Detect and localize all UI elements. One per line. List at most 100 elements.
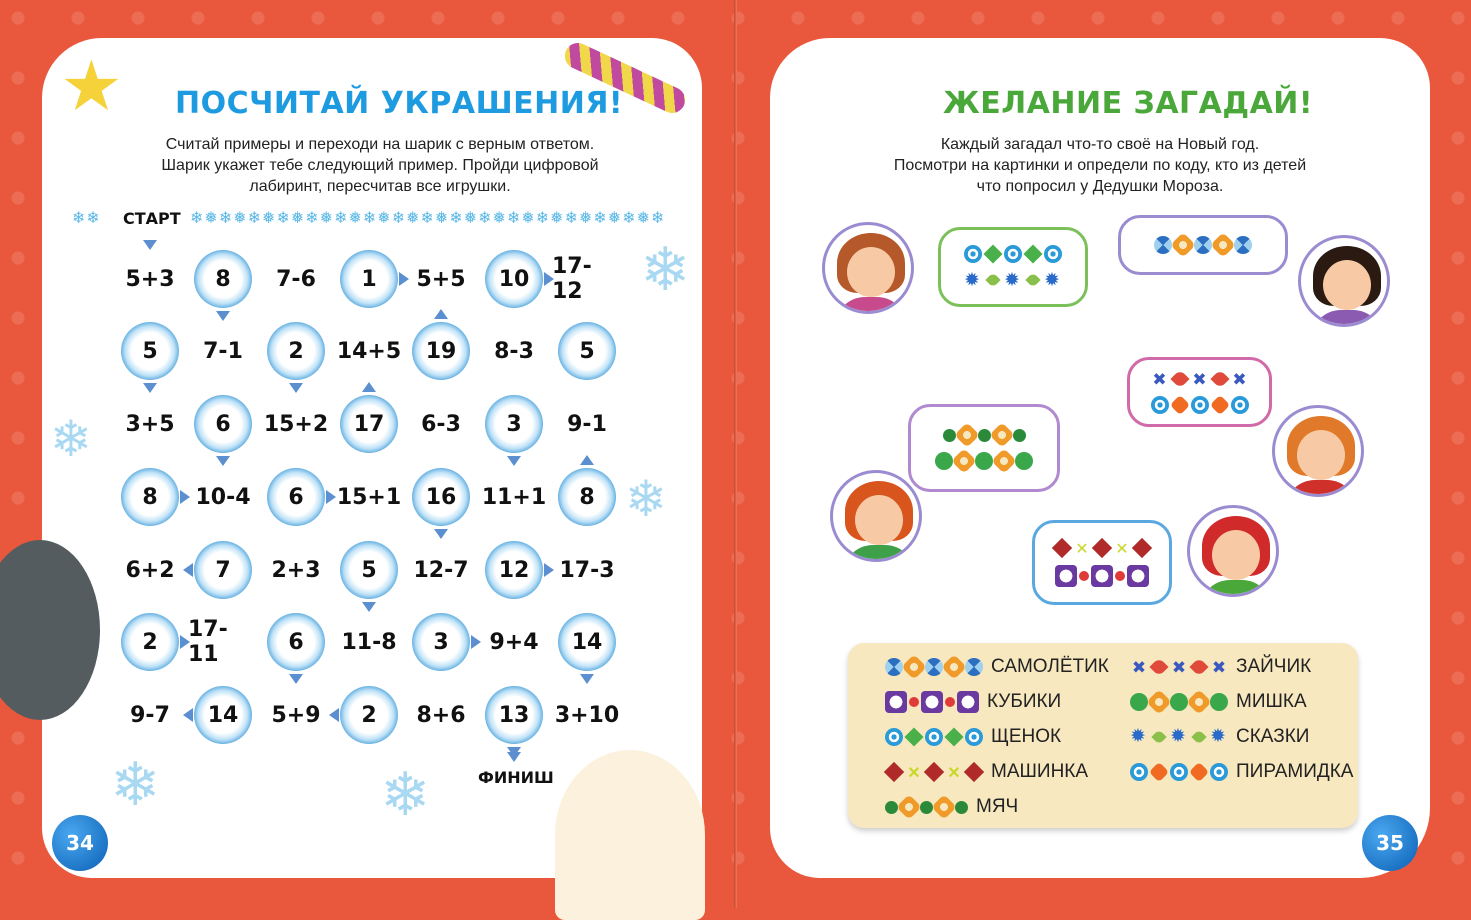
ornament-ball[interactable]: 17 <box>340 395 398 453</box>
face <box>1212 530 1260 580</box>
code-sequence <box>885 727 983 747</box>
math-example: 7-6 <box>276 266 316 292</box>
legend-label: КУБИКИ <box>987 691 1062 712</box>
ornament-ball[interactable]: 1 <box>340 250 398 308</box>
square-purple-icon <box>1055 564 1077 587</box>
arrow-up-icon <box>434 309 448 319</box>
circle-green-icon <box>935 452 953 470</box>
circle-blue-icon <box>1210 763 1228 781</box>
speech-bubble <box>908 404 1060 492</box>
diamond-red-icon <box>1091 537 1113 558</box>
kid-boy-dark-hair[interactable] <box>1298 235 1390 327</box>
ornament-ball[interactable]: 8 <box>194 250 252 308</box>
ornament-ball[interactable]: 5 <box>340 541 398 599</box>
arrow-down-icon <box>216 456 230 466</box>
arrow-down-icon <box>289 674 303 684</box>
circle-blue-icon <box>925 728 943 746</box>
kid-boy-cap[interactable] <box>1187 505 1279 597</box>
ornament-ball[interactable]: 6 <box>267 613 325 671</box>
eye-green-icon <box>1025 272 1041 288</box>
dot-red-icon <box>1115 570 1125 581</box>
math-example: 5+5 <box>416 266 466 292</box>
dot-green-icon <box>885 800 898 814</box>
x-yellow-icon: ✕ <box>907 765 921 782</box>
arrow-left-icon <box>183 563 193 577</box>
eye-red-icon <box>1169 369 1190 389</box>
gear-orange-icon <box>991 448 1017 474</box>
ornament-ball[interactable]: 10 <box>485 250 543 308</box>
diamond-red-icon <box>923 761 945 783</box>
ornament-ball[interactable]: 2 <box>121 613 179 671</box>
polar-bear-icon <box>555 750 705 920</box>
ornament-ball[interactable]: 19 <box>412 322 470 380</box>
eye-red-icon <box>1189 657 1209 677</box>
arrow-down-icon <box>216 311 230 321</box>
ornament-ball[interactable]: 3 <box>485 395 543 453</box>
ornament-ball[interactable]: 12 <box>485 541 543 599</box>
legend-label: САМОЛЁТИК <box>991 656 1109 677</box>
ornament-ball[interactable]: 2 <box>340 686 398 744</box>
dot-red-icon <box>945 697 955 707</box>
star-blue-icon: ✹ <box>1130 726 1146 747</box>
ornament-ball[interactable]: 2 <box>267 322 325 380</box>
legend-item: ✕ ✕ МАШИНКА <box>883 761 1088 783</box>
x-blue-icon: ✖ <box>1232 370 1247 390</box>
xcircle-blue-icon <box>965 658 983 676</box>
ornament-ball[interactable]: 8 <box>121 468 179 526</box>
x-yellow-icon: ✕ <box>947 765 961 782</box>
star-character-icon: ★ <box>60 45 123 127</box>
dot-green-icon <box>977 428 991 442</box>
arrow-down-icon <box>289 383 303 393</box>
gear-orange-icon <box>1170 232 1196 258</box>
arrow-down-icon <box>434 529 448 539</box>
ornament-ball[interactable]: 14 <box>558 613 616 671</box>
ornament-ball[interactable]: 6 <box>194 395 252 453</box>
ornament-ball[interactable]: 6 <box>267 468 325 526</box>
right-page-title: ЖЕЛАНИЕ ЗАГАДАЙ! <box>943 86 1314 121</box>
ornament-ball[interactable]: 13 <box>485 686 543 744</box>
ornament-ball[interactable]: 3 <box>412 613 470 671</box>
ornament-ball[interactable]: 5 <box>121 322 179 380</box>
gear-orange-icon <box>953 422 980 448</box>
arrow-down-icon <box>362 602 376 612</box>
dot-red-icon <box>909 697 919 707</box>
square-purple-icon <box>1091 564 1113 587</box>
math-example: 3+5 <box>125 411 175 437</box>
ornament-ball[interactable]: 16 <box>412 468 470 526</box>
shirt <box>835 297 907 311</box>
ornament-ball[interactable]: 14 <box>194 686 252 744</box>
gear-orange-icon <box>1210 232 1236 258</box>
math-example: 8+6 <box>416 702 466 728</box>
arrow-left-icon <box>329 708 339 722</box>
dot-green-icon <box>920 800 933 814</box>
snowflake-border-right: ❄❅❄❅❄❅❄❅❄❅❄❅❄❅❄❅❄❅❄❅❄❅❄❅❄❅❄❅❄❅❄❅❄❅❄❅❄❅❄❅… <box>190 208 665 227</box>
arrow-right-icon <box>471 635 481 649</box>
dot-green-icon <box>955 800 968 814</box>
math-example: 14+5 <box>336 338 402 364</box>
circle-blue-icon <box>1190 396 1209 414</box>
ornament-ball[interactable]: 7 <box>194 541 252 599</box>
eye-red-icon <box>1209 369 1230 389</box>
code-sequence <box>935 448 1033 474</box>
gear-orange-icon <box>1146 689 1172 715</box>
kid-boy-red-hair[interactable] <box>830 470 922 562</box>
x-blue-icon: ✖ <box>1152 370 1167 390</box>
x-blue-icon: ✖ <box>1211 658 1227 677</box>
diamond-red-icon <box>1051 537 1073 558</box>
start-label: СТАРТ <box>123 209 181 228</box>
ornament-ball[interactable]: 8 <box>558 468 616 526</box>
kid-girl-red-hair[interactable] <box>1272 405 1364 497</box>
face <box>1297 430 1345 480</box>
legend-label: ПИРАМИДКА <box>1236 761 1354 782</box>
shirt <box>1285 480 1357 494</box>
code-sequence <box>1150 394 1249 416</box>
xcircle-blue-icon <box>1154 236 1172 254</box>
x-yellow-icon: ✕ <box>1075 538 1089 558</box>
math-example: 9-7 <box>130 702 170 728</box>
x-blue-icon: ✖ <box>1171 658 1187 677</box>
ornament-ball[interactable]: 5 <box>558 322 616 380</box>
kid-girl-brown-hair[interactable] <box>822 222 914 314</box>
legend-label: СКАЗКИ <box>1236 726 1310 747</box>
left-page-title: ПОСЧИТАЙ УКРАШЕНИЯ! <box>175 86 624 121</box>
diamond-red-icon <box>883 761 905 783</box>
